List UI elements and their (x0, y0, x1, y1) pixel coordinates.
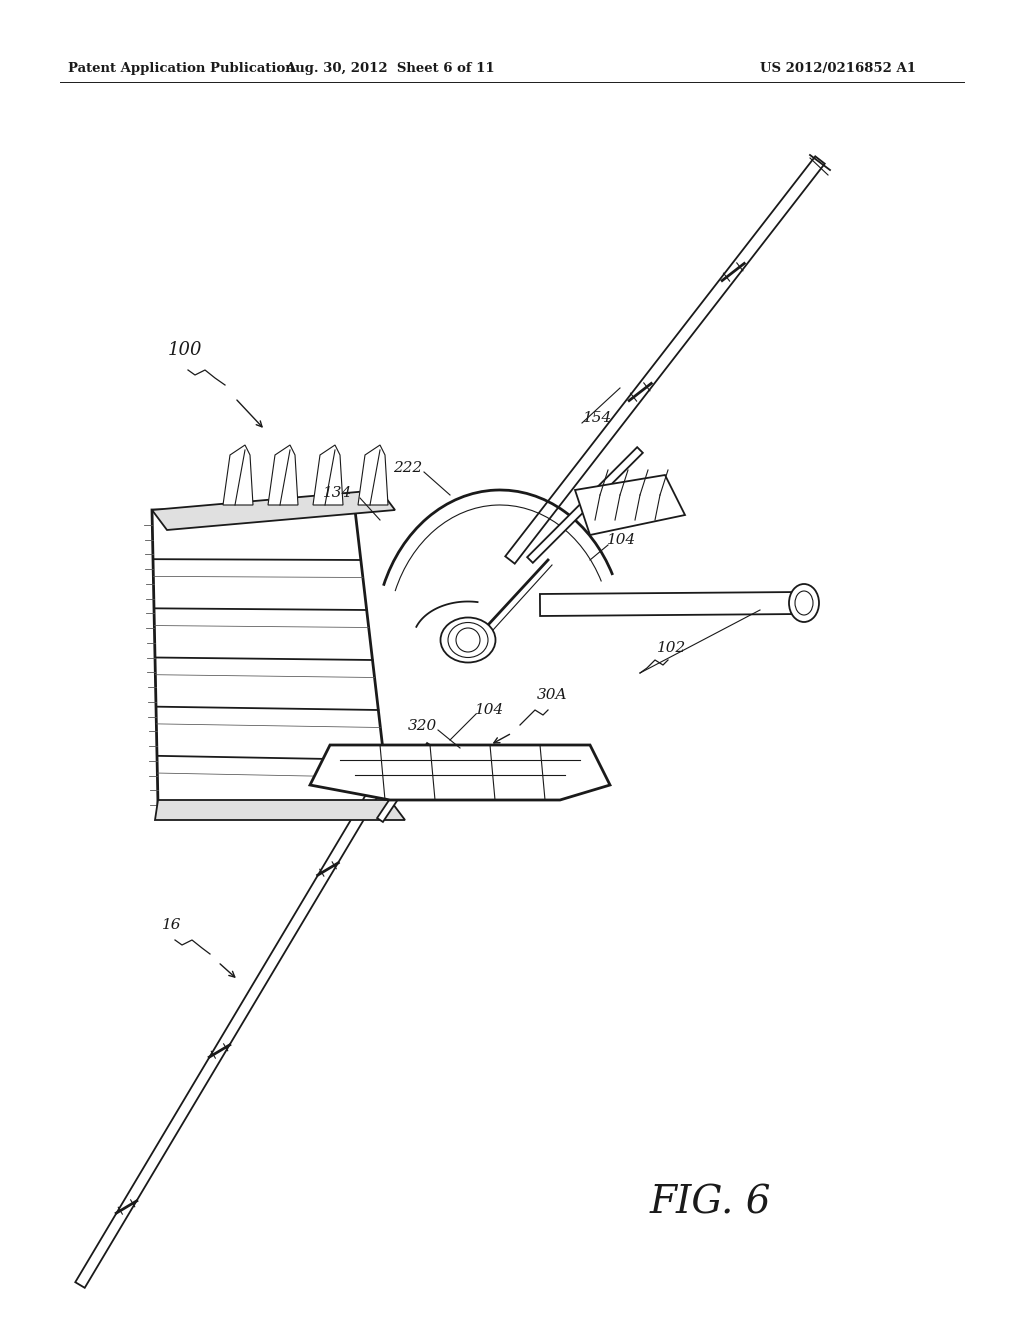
Polygon shape (377, 743, 433, 822)
Text: 320: 320 (408, 719, 436, 733)
Text: 154: 154 (584, 411, 612, 425)
Text: 30A: 30A (537, 688, 567, 702)
Text: US 2012/0216852 A1: US 2012/0216852 A1 (760, 62, 916, 75)
Polygon shape (152, 510, 390, 810)
Text: Aug. 30, 2012  Sheet 6 of 11: Aug. 30, 2012 Sheet 6 of 11 (286, 62, 495, 75)
Text: 100: 100 (168, 341, 203, 359)
Polygon shape (313, 445, 343, 506)
Polygon shape (358, 445, 388, 506)
Polygon shape (310, 744, 610, 800)
Ellipse shape (795, 591, 813, 615)
Ellipse shape (440, 618, 496, 663)
Circle shape (456, 628, 480, 652)
Polygon shape (268, 445, 298, 506)
Polygon shape (152, 490, 395, 531)
Polygon shape (155, 800, 406, 820)
Text: 134: 134 (324, 486, 352, 500)
Text: 102: 102 (657, 642, 687, 655)
Text: FIG. 6: FIG. 6 (650, 1185, 771, 1222)
Polygon shape (505, 156, 824, 564)
Ellipse shape (449, 623, 488, 657)
Polygon shape (527, 447, 643, 562)
Ellipse shape (790, 583, 819, 622)
Polygon shape (76, 762, 394, 1288)
Text: 104: 104 (607, 533, 637, 546)
Text: Patent Application Publication: Patent Application Publication (68, 62, 295, 75)
Polygon shape (223, 445, 253, 506)
Text: 104: 104 (475, 704, 505, 717)
Text: 222: 222 (393, 461, 423, 475)
Polygon shape (540, 591, 800, 616)
Text: 16: 16 (162, 917, 181, 932)
Polygon shape (575, 475, 685, 535)
